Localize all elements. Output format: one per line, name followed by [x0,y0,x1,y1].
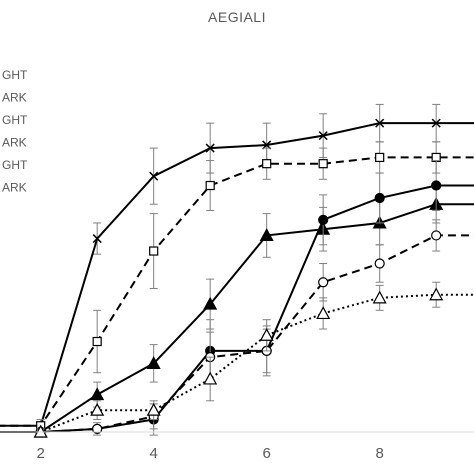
data-point [431,118,441,128]
series-line [0,293,474,433]
series-line [0,156,474,427]
data-point [374,192,385,204]
x-tick-label: 8 [376,445,384,462]
legend-entry: GHT [2,113,28,127]
data-point [259,228,274,242]
series-3 [0,160,474,438]
data-point [318,214,329,225]
data-point [318,131,328,141]
data-point [375,152,385,163]
legend-entry: ARK [2,91,27,105]
data-point [374,258,385,269]
data-point [203,371,218,385]
x-tick-label: 4 [150,445,158,462]
data-point [90,402,105,416]
data-point [318,159,328,169]
data-point [372,290,387,304]
series-line [0,234,474,433]
data-point [205,143,215,153]
series-1 [0,141,474,433]
data-point [203,296,218,310]
x-tick-label: 6 [263,445,271,462]
data-point [205,180,215,191]
legend-entry: GHT [2,158,28,172]
series-line [0,122,474,427]
series-5 [0,281,474,438]
series-0 [0,103,474,433]
legend-entry: ARK [2,136,27,150]
data-point [149,171,159,181]
data-point [429,287,444,301]
x-tick-label: 2 [37,445,45,462]
data-point [431,230,442,241]
series-line [0,184,474,433]
plot-area [0,103,474,438]
data-point [431,180,442,191]
data-point [262,159,272,169]
data-point [316,306,331,320]
series-2 [0,185,474,438]
data-point [375,118,385,128]
data-point [92,336,102,347]
legend-entry: ARK [2,181,27,195]
data-point [259,328,274,341]
data-point [90,387,105,401]
data-point [92,234,102,244]
data-point [146,356,161,369]
chart-title: AEGIALI [208,9,266,25]
series-line [0,203,474,433]
data-point [149,246,159,256]
data-point [146,402,161,416]
x-axis: 2 4 6 8 [0,431,474,462]
data-point [318,277,329,288]
legend-entry: GHT [2,68,28,82]
legend: GHT ARK GHT ARK GHT ARK [2,68,28,195]
data-point [92,423,103,434]
